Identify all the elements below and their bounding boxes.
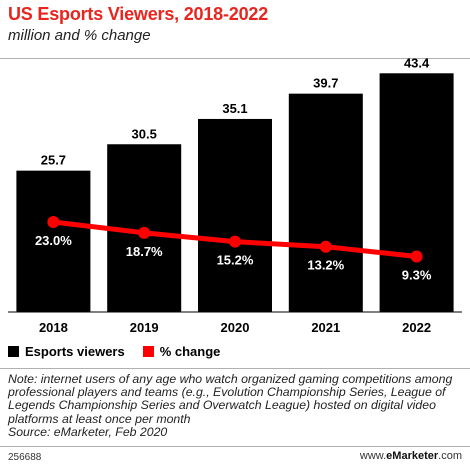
- change-value-label: 13.2%: [307, 258, 344, 273]
- change-point-2022: [410, 250, 423, 263]
- bar-2018: [16, 170, 91, 312]
- footer-divider: [0, 446, 470, 447]
- x-tick-label: 2018: [39, 320, 68, 335]
- note-divider: [0, 368, 470, 369]
- legend-item-change: % change: [142, 344, 221, 359]
- change-value-label: 23.0%: [35, 233, 72, 248]
- bar-2020: [198, 118, 272, 312]
- change-value-label: 18.7%: [126, 244, 163, 259]
- bar-2022: [379, 73, 454, 312]
- bar-2021: [288, 93, 363, 313]
- x-tick-label: 2021: [311, 320, 340, 335]
- chart-subtitle: million and % change: [8, 27, 151, 44]
- x-tick-label: 2020: [221, 320, 250, 335]
- bar-value-label: 39.7: [313, 76, 338, 91]
- x-tick-label: 2022: [402, 320, 431, 335]
- brand-suffix: .com: [438, 450, 462, 462]
- legend-swatch-change: [142, 346, 154, 357]
- change-value-label: 9.3%: [402, 268, 432, 283]
- change-point-2020: [229, 235, 241, 248]
- chart-legend: Esports viewers % change: [8, 344, 238, 359]
- bar-value-label: 35.1: [222, 101, 247, 116]
- legend-label-viewers: Esports viewers: [25, 344, 125, 359]
- note-text: Note: internet users of any age who watc…: [8, 372, 453, 426]
- x-tick-label: 2019: [130, 320, 159, 335]
- change-point-2018: [47, 216, 60, 228]
- bar-value-label: 25.7: [41, 153, 66, 168]
- change-point-2019: [138, 226, 151, 239]
- chart-title: US Esports Viewers, 2018-2022: [8, 4, 269, 24]
- top-divider: [0, 58, 470, 59]
- bar-value-label: 43.4: [404, 55, 430, 70]
- chart-note: Note: internet users of any age who watc…: [8, 372, 466, 439]
- legend-label-change: % change: [159, 344, 221, 359]
- brand-name: eMarketer: [386, 450, 439, 462]
- legend-swatch-viewers: [8, 346, 19, 357]
- bar-value-label: 30.5: [132, 126, 157, 141]
- chart-id: 256688: [8, 452, 42, 463]
- change-value-label: 15.2%: [217, 253, 254, 268]
- chart-plot: 25.7 30.5 35.1 39.7 43.4 23.0% 18.7% 15.2% 13.2%…: [8, 55, 462, 335]
- legend-item-viewers: Esports viewers: [8, 344, 125, 359]
- brand-prefix: www.: [359, 450, 387, 462]
- source-text: Source: eMarketer, Feb 2020: [8, 424, 168, 439]
- brand-link[interactable]: www.eMarketer.com: [360, 450, 462, 462]
- change-point-2021: [319, 240, 332, 253]
